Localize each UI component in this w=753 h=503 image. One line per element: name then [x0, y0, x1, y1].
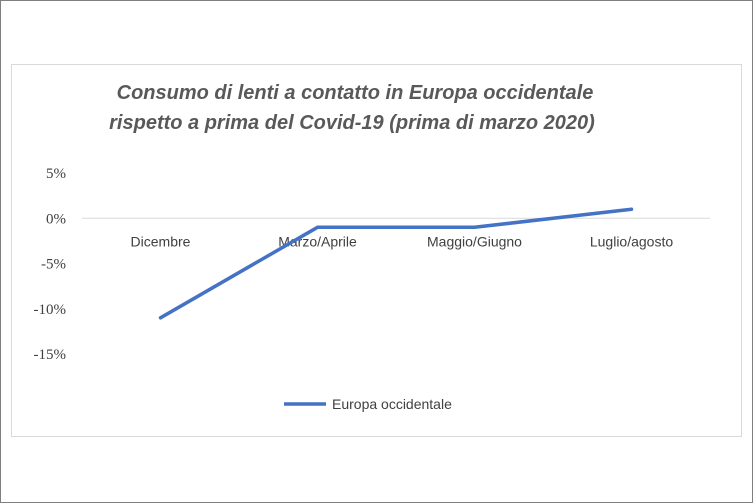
chart-title-line-1: Consumo di lenti a contatto in Europa oc… [117, 82, 594, 104]
series-line [158, 207, 634, 320]
chart-area [11, 64, 742, 437]
data-point [159, 316, 162, 320]
legend-label: Europa occidentale [332, 396, 452, 412]
y-tick-label: -15% [34, 347, 67, 363]
x-tick-label: Dicembre [131, 233, 191, 249]
chart-title-line-2: rispetto a prima del Covid-19 (prima di … [109, 112, 595, 134]
x-tick-label: Maggio/Giugno [427, 233, 522, 249]
x-tick-label: Luglio/agosto [590, 233, 674, 249]
data-point [473, 225, 476, 229]
y-tick-label: 5% [46, 166, 66, 182]
data-point [316, 225, 319, 229]
y-tick-label: -10% [34, 302, 67, 318]
y-tick-label: -5% [41, 257, 66, 273]
y-tick-label: 0% [46, 211, 66, 227]
data-point [630, 207, 633, 211]
